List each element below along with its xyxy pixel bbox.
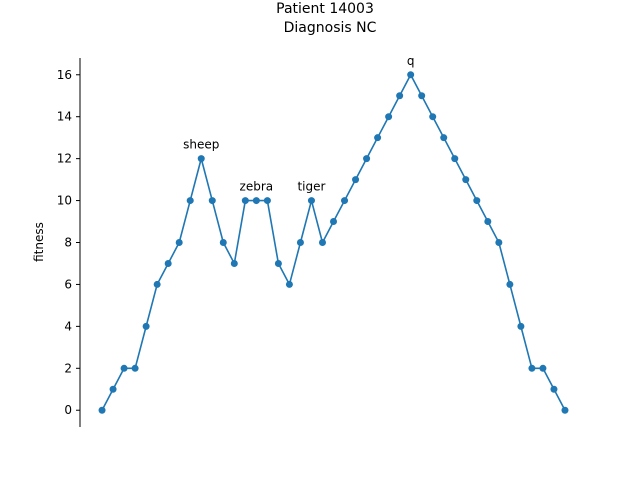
data-point <box>495 239 503 246</box>
data-point <box>98 406 106 414</box>
y-tick-label: 4 <box>64 319 72 333</box>
data-point <box>506 280 514 288</box>
y-tick-label: 12 <box>57 152 72 166</box>
data-point <box>307 197 315 205</box>
y-tick-label: 6 <box>64 277 72 291</box>
data-point <box>451 155 459 163</box>
data-point <box>164 259 172 267</box>
data-point <box>142 322 150 330</box>
data-point <box>528 364 536 372</box>
y-axis-label: fitness <box>32 222 46 262</box>
data-point <box>374 134 382 142</box>
data-point <box>363 155 371 163</box>
data-point <box>473 197 481 205</box>
data-point <box>385 113 393 121</box>
y-tick-label: 0 <box>64 403 72 417</box>
annotation-label: tiger <box>297 180 325 194</box>
annotation-layer: sheep zebra tiger q <box>183 54 414 194</box>
data-point <box>440 134 448 142</box>
data-point <box>561 406 569 414</box>
annotation-label: sheep <box>183 138 219 152</box>
data-point <box>219 239 227 246</box>
data-point <box>197 155 205 163</box>
data-point <box>230 259 238 267</box>
y-tick-label: 8 <box>64 236 72 250</box>
data-point <box>285 280 293 288</box>
data-point <box>153 280 161 288</box>
data-point <box>550 385 558 393</box>
data-point <box>418 92 426 100</box>
data-point <box>396 92 404 100</box>
data-point <box>120 364 128 372</box>
y-axis: 0 2 4 6 8 10 12 14 16 <box>57 58 81 427</box>
data-point <box>131 364 139 372</box>
data-point <box>462 176 470 184</box>
data-point <box>318 239 326 246</box>
chart-title-line-1: Patient 14003 <box>276 1 374 17</box>
y-tick-label: 2 <box>64 361 72 375</box>
data-point <box>274 259 282 267</box>
annotation-label: zebra <box>240 180 274 194</box>
data-point <box>407 71 415 79</box>
chart-title-line-2: Diagnosis NC <box>284 20 377 36</box>
data-point <box>517 322 525 330</box>
data-point <box>208 197 216 205</box>
data-point <box>186 197 194 205</box>
data-point <box>109 385 117 393</box>
data-point <box>296 239 304 246</box>
data-point <box>341 197 349 205</box>
annotation-label: q <box>407 54 415 68</box>
data-point <box>484 218 492 226</box>
data-point <box>252 197 260 205</box>
data-point <box>175 239 183 246</box>
data-point <box>539 364 547 372</box>
series-layer <box>98 71 569 414</box>
data-point <box>352 176 360 184</box>
y-tick-label: 10 <box>57 194 72 208</box>
data-point <box>263 197 271 205</box>
y-tick-label: 16 <box>57 68 72 82</box>
data-point <box>330 218 338 226</box>
y-tick-label: 14 <box>57 110 72 124</box>
data-point <box>241 197 249 205</box>
data-point <box>429 113 437 121</box>
